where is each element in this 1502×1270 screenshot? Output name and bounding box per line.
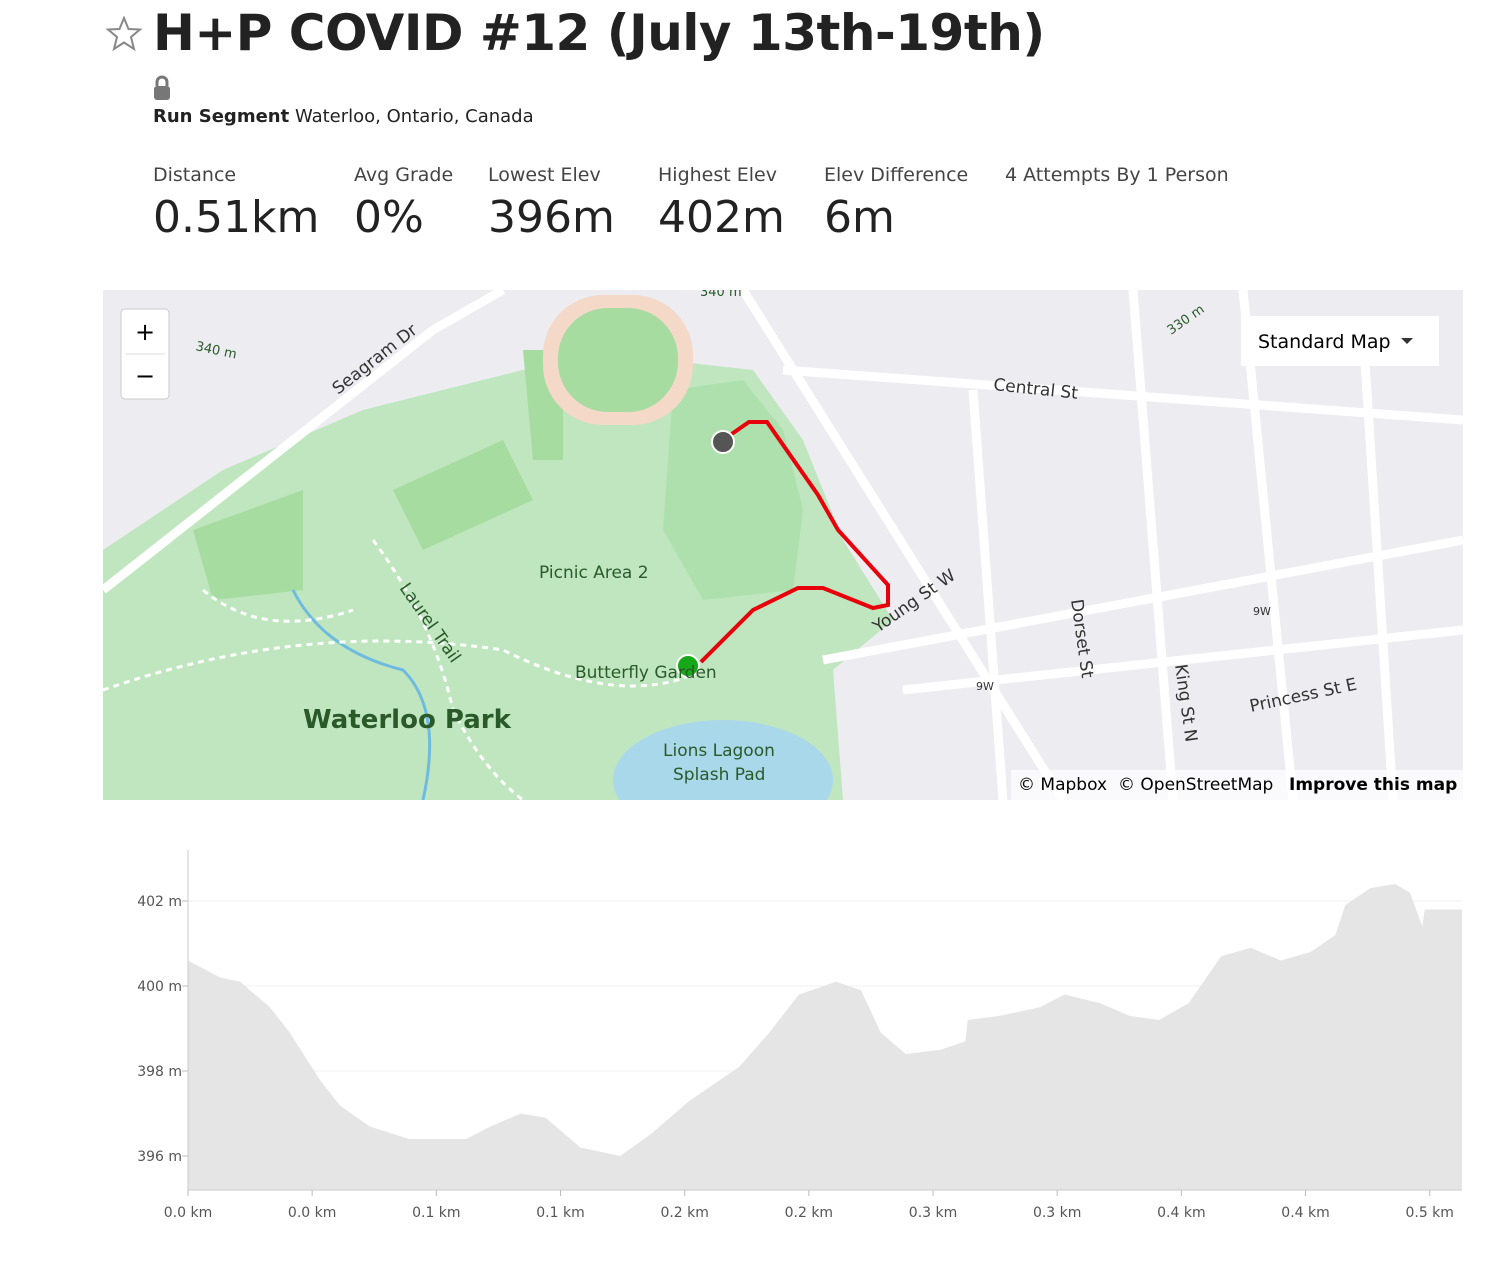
x-tick-label: 0.1 km: [412, 1205, 460, 1221]
map-label: 9W: [1253, 605, 1271, 618]
y-tick-label: 398 m: [137, 1064, 182, 1080]
map-label: Picnic Area 2: [539, 563, 649, 583]
stat-label: Distance: [153, 164, 237, 186]
stat-value: 402m: [658, 192, 785, 243]
stat: Elev Difference 6m: [824, 164, 968, 243]
x-tick-label: 0.0 km: [164, 1205, 212, 1221]
stat-label: 4 Attempts By 1 Person: [1005, 164, 1229, 186]
stat-value: 0%: [354, 192, 424, 243]
stat-label: Lowest Elev: [488, 164, 601, 186]
x-tick-label: 0.4 km: [1157, 1205, 1205, 1221]
trails: [103, 539, 704, 800]
x-tick-label: 0.3 km: [909, 1205, 957, 1221]
x-tick-label: 0.0 km: [288, 1205, 336, 1221]
segment-type: Run Segment: [153, 106, 290, 127]
zoom-in[interactable]: +: [135, 318, 155, 346]
stat-value: 0.51km: [153, 192, 320, 243]
y-tick-label: 396 m: [137, 1149, 182, 1165]
attribution-mapbox[interactable]: © Mapbox: [1018, 775, 1107, 795]
private-icon: [154, 75, 170, 100]
field: [193, 350, 563, 600]
stat-label: Elev Difference: [824, 164, 969, 186]
attribution-box: [1011, 770, 1463, 800]
stat-value: 6m: [824, 192, 895, 243]
lake: [613, 720, 833, 800]
stat: Highest Elev 402m: [658, 164, 785, 243]
map-label: 340 m: [700, 290, 742, 300]
stat-value: 396m: [488, 192, 615, 243]
attribution-improve[interactable]: Improve this map: [1289, 775, 1457, 795]
x-tick-label: 0.2 km: [660, 1205, 708, 1221]
x-tick-label: 0.4 km: [1281, 1205, 1329, 1221]
map-label: Lions Lagoon: [663, 741, 775, 761]
roads: [103, 290, 1463, 800]
attribution-osm[interactable]: © OpenStreetMap: [1118, 775, 1273, 795]
segment-title: H+P COVID #12 (July 13th-19th): [153, 4, 1045, 62]
creek: [291, 589, 432, 800]
stat: Distance 0.51km: [153, 164, 319, 243]
elevation-area: [188, 884, 1462, 1190]
track-field: [558, 308, 678, 412]
start-marker: [676, 654, 700, 678]
zoom-control: + −: [120, 308, 170, 400]
x-tick-label: 0.2 km: [785, 1205, 833, 1221]
finish-marker: [711, 430, 735, 454]
stat: Avg Grade 0%: [354, 164, 453, 243]
field: [663, 380, 803, 600]
elevation-chart: 396 m 398 m 400 m 402 m 0.0 km 0.0 km 0.1 km 0.…: [137, 850, 1462, 1221]
segment-subtitle: Run Segment Waterloo, Ontario, Canada: [153, 106, 534, 127]
segment-route: [699, 420, 890, 664]
map-label: Splash Pad: [673, 765, 765, 785]
stat-label: Avg Grade: [354, 164, 454, 186]
favorite-star[interactable]: [106, 16, 142, 52]
stat: Lowest Elev 396m: [488, 164, 615, 243]
x-tick-label: 0.1 km: [536, 1205, 584, 1221]
x-tick-label: 0.5 km: [1405, 1205, 1453, 1221]
map-label: Waterloo Park: [303, 705, 512, 735]
style-selector[interactable]: Standard Map: [1258, 331, 1391, 353]
dropdown-caret: [1401, 338, 1413, 344]
map-label: Butterfly Garden: [575, 663, 717, 683]
map[interactable]: Seagram Dr 340 m 340 m 330 m Central St …: [103, 290, 1463, 800]
stat-label: Highest Elev: [658, 164, 777, 186]
y-tick-label: 402 m: [137, 894, 182, 910]
stat: 4 Attempts By 1 Person: [1005, 164, 1229, 186]
segment-location: Waterloo, Ontario, Canada: [294, 106, 534, 127]
map-label: 9W: [976, 680, 994, 693]
y-tick-label: 400 m: [137, 979, 182, 995]
zoom-out[interactable]: −: [135, 362, 155, 390]
x-tick-label: 0.3 km: [1033, 1205, 1081, 1221]
